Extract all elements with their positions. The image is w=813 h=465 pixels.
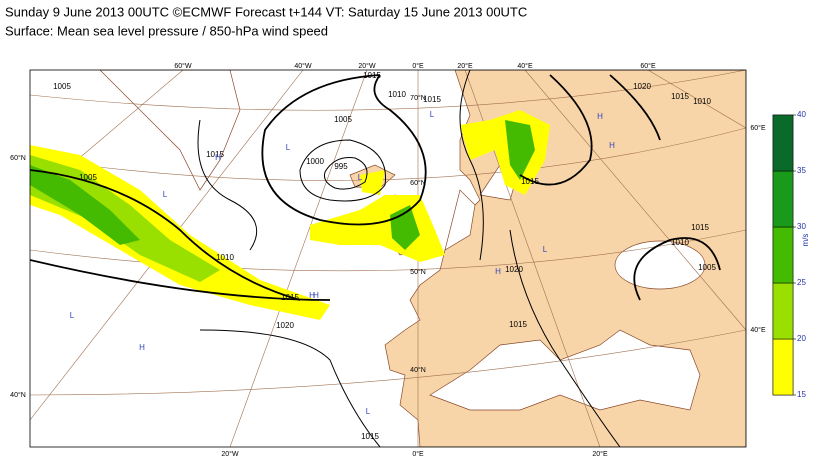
- colorbar-tick-label: 35: [797, 166, 806, 175]
- colorbar-segment: [772, 226, 794, 284]
- grid-label: 20°E: [457, 62, 473, 70]
- grid-label: 20°E: [592, 450, 608, 458]
- subtitle: Surface: Mean sea level pressure / 850-h…: [5, 23, 328, 38]
- pressure-center: L: [163, 190, 168, 199]
- isobar-label: 1015: [363, 71, 381, 80]
- pressure-center: H: [139, 343, 145, 352]
- pressure-center: L: [366, 407, 371, 416]
- isobar-label: 995: [334, 162, 348, 171]
- grid-label: 60°E: [640, 62, 656, 70]
- colorbar-tick-label: 20: [797, 334, 806, 343]
- isobar-label: 1005: [53, 82, 71, 91]
- isobars: [30, 70, 721, 447]
- pressure-center: H: [609, 141, 615, 150]
- grid-label: 60°N: [410, 179, 426, 187]
- isobar-label: 1015: [521, 177, 539, 186]
- grid-label: 0°E: [412, 450, 424, 458]
- pressure-center: H: [597, 112, 603, 121]
- isobar-label: 1005: [79, 173, 97, 182]
- isobar-label: 1010: [671, 238, 689, 247]
- pressure-center: L: [286, 143, 291, 152]
- isobar-label: 1015: [423, 95, 441, 104]
- colorbar-segment: [772, 338, 794, 396]
- isobar-label: 1015: [509, 320, 527, 329]
- grid-label: 40°E: [517, 62, 533, 70]
- isobar-label: 1015: [281, 293, 299, 302]
- colorbar-unit: m/s: [801, 234, 810, 247]
- isobar-label: 1015: [691, 223, 709, 232]
- grid-label: 40°N: [410, 366, 426, 374]
- pressure-center: L: [430, 110, 435, 119]
- grid-label: 60°W: [174, 62, 192, 70]
- isobar-label: 1010: [693, 97, 711, 106]
- isobar-label: 1015: [671, 92, 689, 101]
- isobar-label: 1005: [334, 115, 352, 124]
- pressure-center: H: [495, 267, 501, 276]
- grid-label: 50°N: [410, 268, 426, 276]
- grid-label: 40°W: [294, 62, 312, 70]
- isobar-label: 1020: [505, 265, 523, 274]
- grid-label: 60°N: [10, 154, 26, 162]
- colorbar-tick-label: 25: [797, 278, 806, 287]
- pressure-center: H: [309, 291, 315, 300]
- pressure-center: H: [215, 153, 221, 162]
- isobar-label: 1010: [216, 253, 234, 262]
- grid-label: 60°E: [750, 124, 766, 132]
- pressure-center: L: [70, 311, 75, 320]
- title: Sunday 9 June 2013 00UTC ©ECMWF Forecast…: [5, 4, 527, 19]
- grid-label: 40°N: [10, 391, 26, 399]
- colorbar-tick-label: 40: [797, 110, 806, 119]
- pressure-center: H: [313, 291, 319, 300]
- isobar-label: 1015: [206, 150, 224, 159]
- map: [30, 70, 746, 447]
- pressure-center: L: [543, 245, 548, 254]
- grid-label: 40°E: [750, 326, 766, 334]
- isobar-label: 1000: [306, 157, 324, 166]
- map-frame: [29, 69, 747, 448]
- grid-label: 20°W: [358, 62, 376, 70]
- isobar-label: 1020: [633, 82, 651, 91]
- isobar-label: 1010: [388, 90, 406, 99]
- colorbar-tick-label: 30: [797, 222, 806, 231]
- isobar-label: 1005: [698, 263, 716, 272]
- colorbar-segment: [772, 114, 794, 172]
- colorbar-tick-label: 15: [797, 390, 806, 399]
- colorbar-segment: [772, 282, 794, 340]
- pressure-center: L: [358, 173, 363, 182]
- grid-label: 0°E: [412, 62, 424, 70]
- colorbar-segment: [772, 170, 794, 228]
- isobar-label: 1015: [361, 432, 379, 441]
- isobar-label: 1020: [276, 321, 294, 330]
- grid-label: 20°W: [221, 450, 239, 458]
- grid-label: 70°N: [410, 94, 426, 102]
